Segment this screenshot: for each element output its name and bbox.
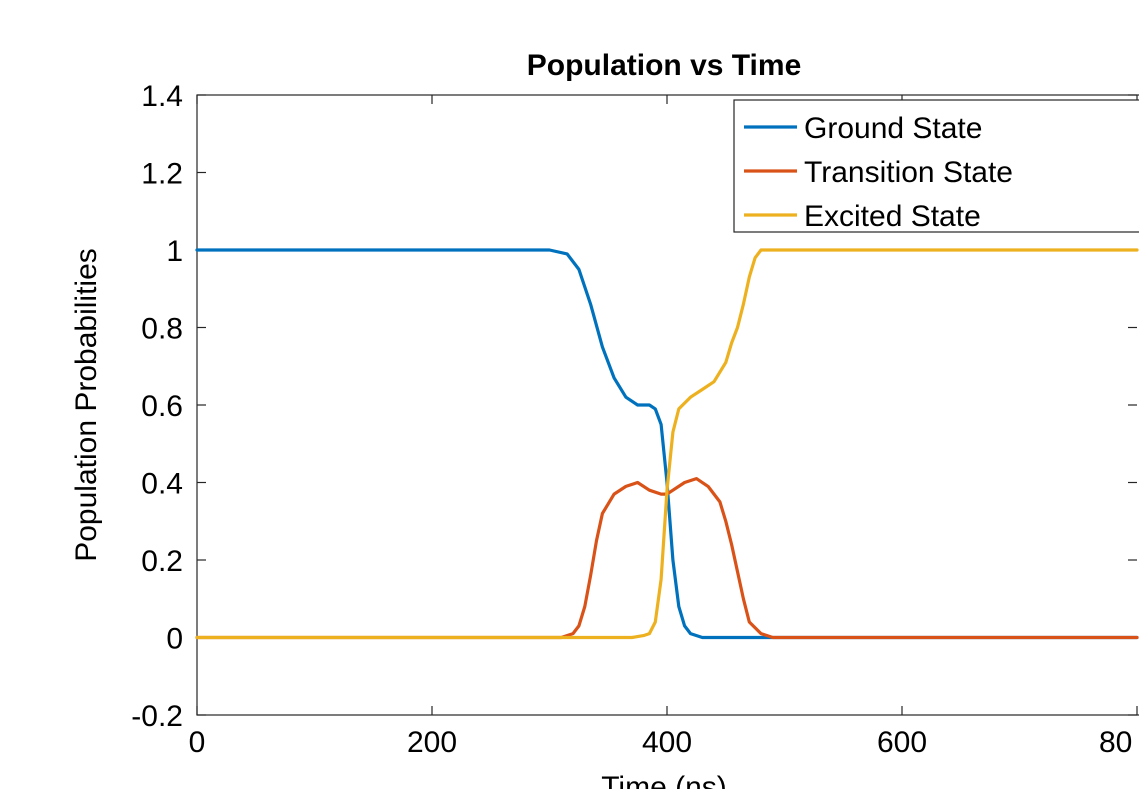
chart-title: Population vs Time (527, 49, 802, 82)
legend-entry-label: Ground State (804, 112, 982, 145)
x-tick-label: 200 (407, 726, 457, 759)
legend-entry-label: Excited State (804, 200, 981, 233)
x-tick-label: 80 (1099, 726, 1132, 759)
axis-ticks: -0.200.20.40.60.811.21.40 200 400 600 80 (131, 80, 1138, 759)
y-tick-label: 0 (166, 623, 183, 656)
y-tick-label: 0.8 (141, 313, 183, 346)
y-tick-label: 0.2 (141, 545, 183, 578)
series-line-1 (195, 248, 1139, 640)
x-axis-label: Time (ns) (601, 771, 727, 789)
x-tick-label: 0 (189, 726, 206, 759)
series-lines (195, 248, 1139, 640)
y-tick-label: 1 (166, 235, 183, 268)
y-tick-label: 1.2 (141, 158, 183, 191)
legend-box (733, 99, 1139, 233)
x-tick-label: 600 (877, 726, 927, 759)
y-tick-label: 0.6 (141, 390, 183, 423)
y-tick-label: 1.4 (141, 80, 183, 113)
series-line-3 (195, 248, 1139, 640)
legend: Ground State Transition State Excited Stat… (733, 99, 1139, 233)
legend-entry-label: Transition State (804, 156, 1013, 189)
y-axis-label: Population Probabilities (70, 248, 103, 562)
y-tick-label: 0.4 (141, 468, 183, 501)
y-tick-label: -0.2 (131, 700, 183, 733)
x-tick-label: 400 (642, 726, 692, 759)
